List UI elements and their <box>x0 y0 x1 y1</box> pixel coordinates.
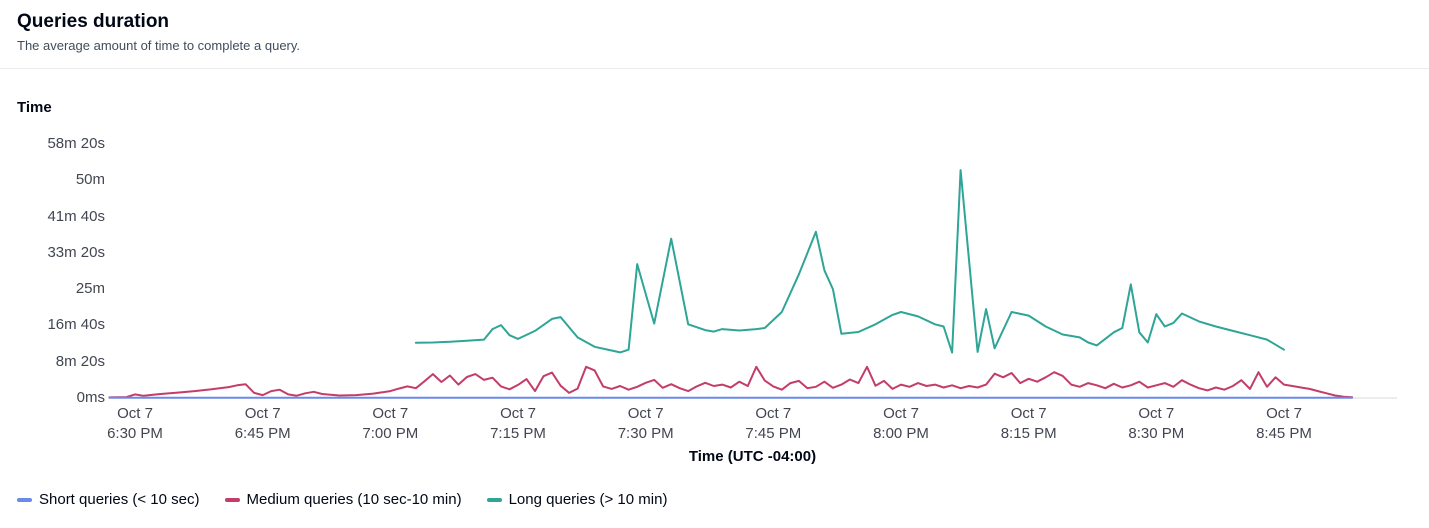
chart-legend: Short queries (< 10 sec) Medium queries (… <box>17 489 667 511</box>
x-tick-date: Oct 7 <box>244 405 281 422</box>
legend-series-marker <box>17 498 32 502</box>
x-tick-time: 7:15 PM <box>490 425 546 442</box>
series-line-long-queries[interactable] <box>414 169 1285 354</box>
y-tick-label: 16m 40s <box>47 316 105 334</box>
legend-item[interactable]: Short queries (< 10 sec) <box>17 489 200 511</box>
y-axis-label: Time <box>17 99 52 116</box>
x-tick-time: 8:30 PM <box>1128 425 1185 442</box>
legend-series-marker <box>224 498 240 502</box>
series-line-medium-queries[interactable] <box>108 365 1354 399</box>
panel-subtitle: The average amount of time to complete a… <box>17 38 301 53</box>
x-tick-time: 7:30 PM <box>617 425 674 442</box>
y-tick-label: 33m 20s <box>47 243 105 261</box>
x-tick-time: 7:00 PM <box>362 425 419 442</box>
y-tick-label: 41m 40s <box>47 207 105 225</box>
legend-series-label: Short queries (< 10 sec) <box>39 491 200 508</box>
x-tick-label: Oct 7 8:45 PM <box>1219 404 1349 444</box>
y-tick-label: 50m <box>75 171 105 189</box>
x-tick-time: 6:30 PM <box>107 425 163 442</box>
x-axis-title: Time (UTC -04:00) <box>688 448 817 465</box>
x-tick-date: Oct 7 <box>627 405 664 422</box>
x-tick-date: Oct 7 <box>883 405 919 422</box>
x-tick-date: Oct 7 <box>755 405 792 422</box>
panel-header: Queries duration The average amount of t… <box>0 0 1429 69</box>
x-tick-date: Oct 7 <box>117 405 153 422</box>
x-tick-date: Oct 7 <box>1266 405 1302 422</box>
y-tick-label: 8m 20s <box>55 352 105 370</box>
x-tick-label: Oct 7 8:00 PM <box>836 404 966 444</box>
x-tick-label: Oct 7 7:15 PM <box>453 404 583 444</box>
x-tick-label: Oct 7 8:30 PM <box>1091 404 1221 444</box>
x-tick-label: Oct 7 6:45 PM <box>198 404 328 444</box>
y-tick-label: 25m <box>75 280 105 298</box>
x-tick-time: 8:45 PM <box>1256 425 1312 442</box>
x-tick-date: Oct 7 <box>500 405 536 422</box>
panel-title: Queries duration <box>17 11 170 32</box>
x-tick-label: Oct 7 6:30 PM <box>70 404 200 444</box>
x-tick-time: 6:45 PM <box>234 425 291 442</box>
x-tick-time: 8:15 PM <box>1000 425 1057 442</box>
legend-item[interactable]: Long queries (> 10 min) <box>486 489 668 511</box>
x-tick-date: Oct 7 <box>1010 405 1047 422</box>
legend-item[interactable]: Medium queries (10 sec-10 min) <box>224 489 462 511</box>
y-tick-label: 0ms <box>76 389 105 406</box>
x-tick-date: Oct 7 <box>1138 405 1175 422</box>
legend-series-marker <box>486 498 502 502</box>
x-tick-label: Oct 7 7:00 PM <box>325 404 455 444</box>
legend-series-label: Medium queries (10 sec-10 min) <box>246 491 462 508</box>
x-tick-label: Oct 7 8:15 PM <box>964 404 1094 444</box>
x-tick-label: Oct 7 7:45 PM <box>708 404 838 444</box>
x-tick-time: 8:00 PM <box>873 425 929 442</box>
legend-series-label: Long queries (> 10 min) <box>508 491 668 508</box>
x-tick-time: 7:45 PM <box>745 425 802 442</box>
x-tick-label: Oct 7 7:30 PM <box>581 404 711 444</box>
y-tick-label: 58m 20s <box>47 135 105 152</box>
x-tick-date: Oct 7 <box>372 405 409 422</box>
